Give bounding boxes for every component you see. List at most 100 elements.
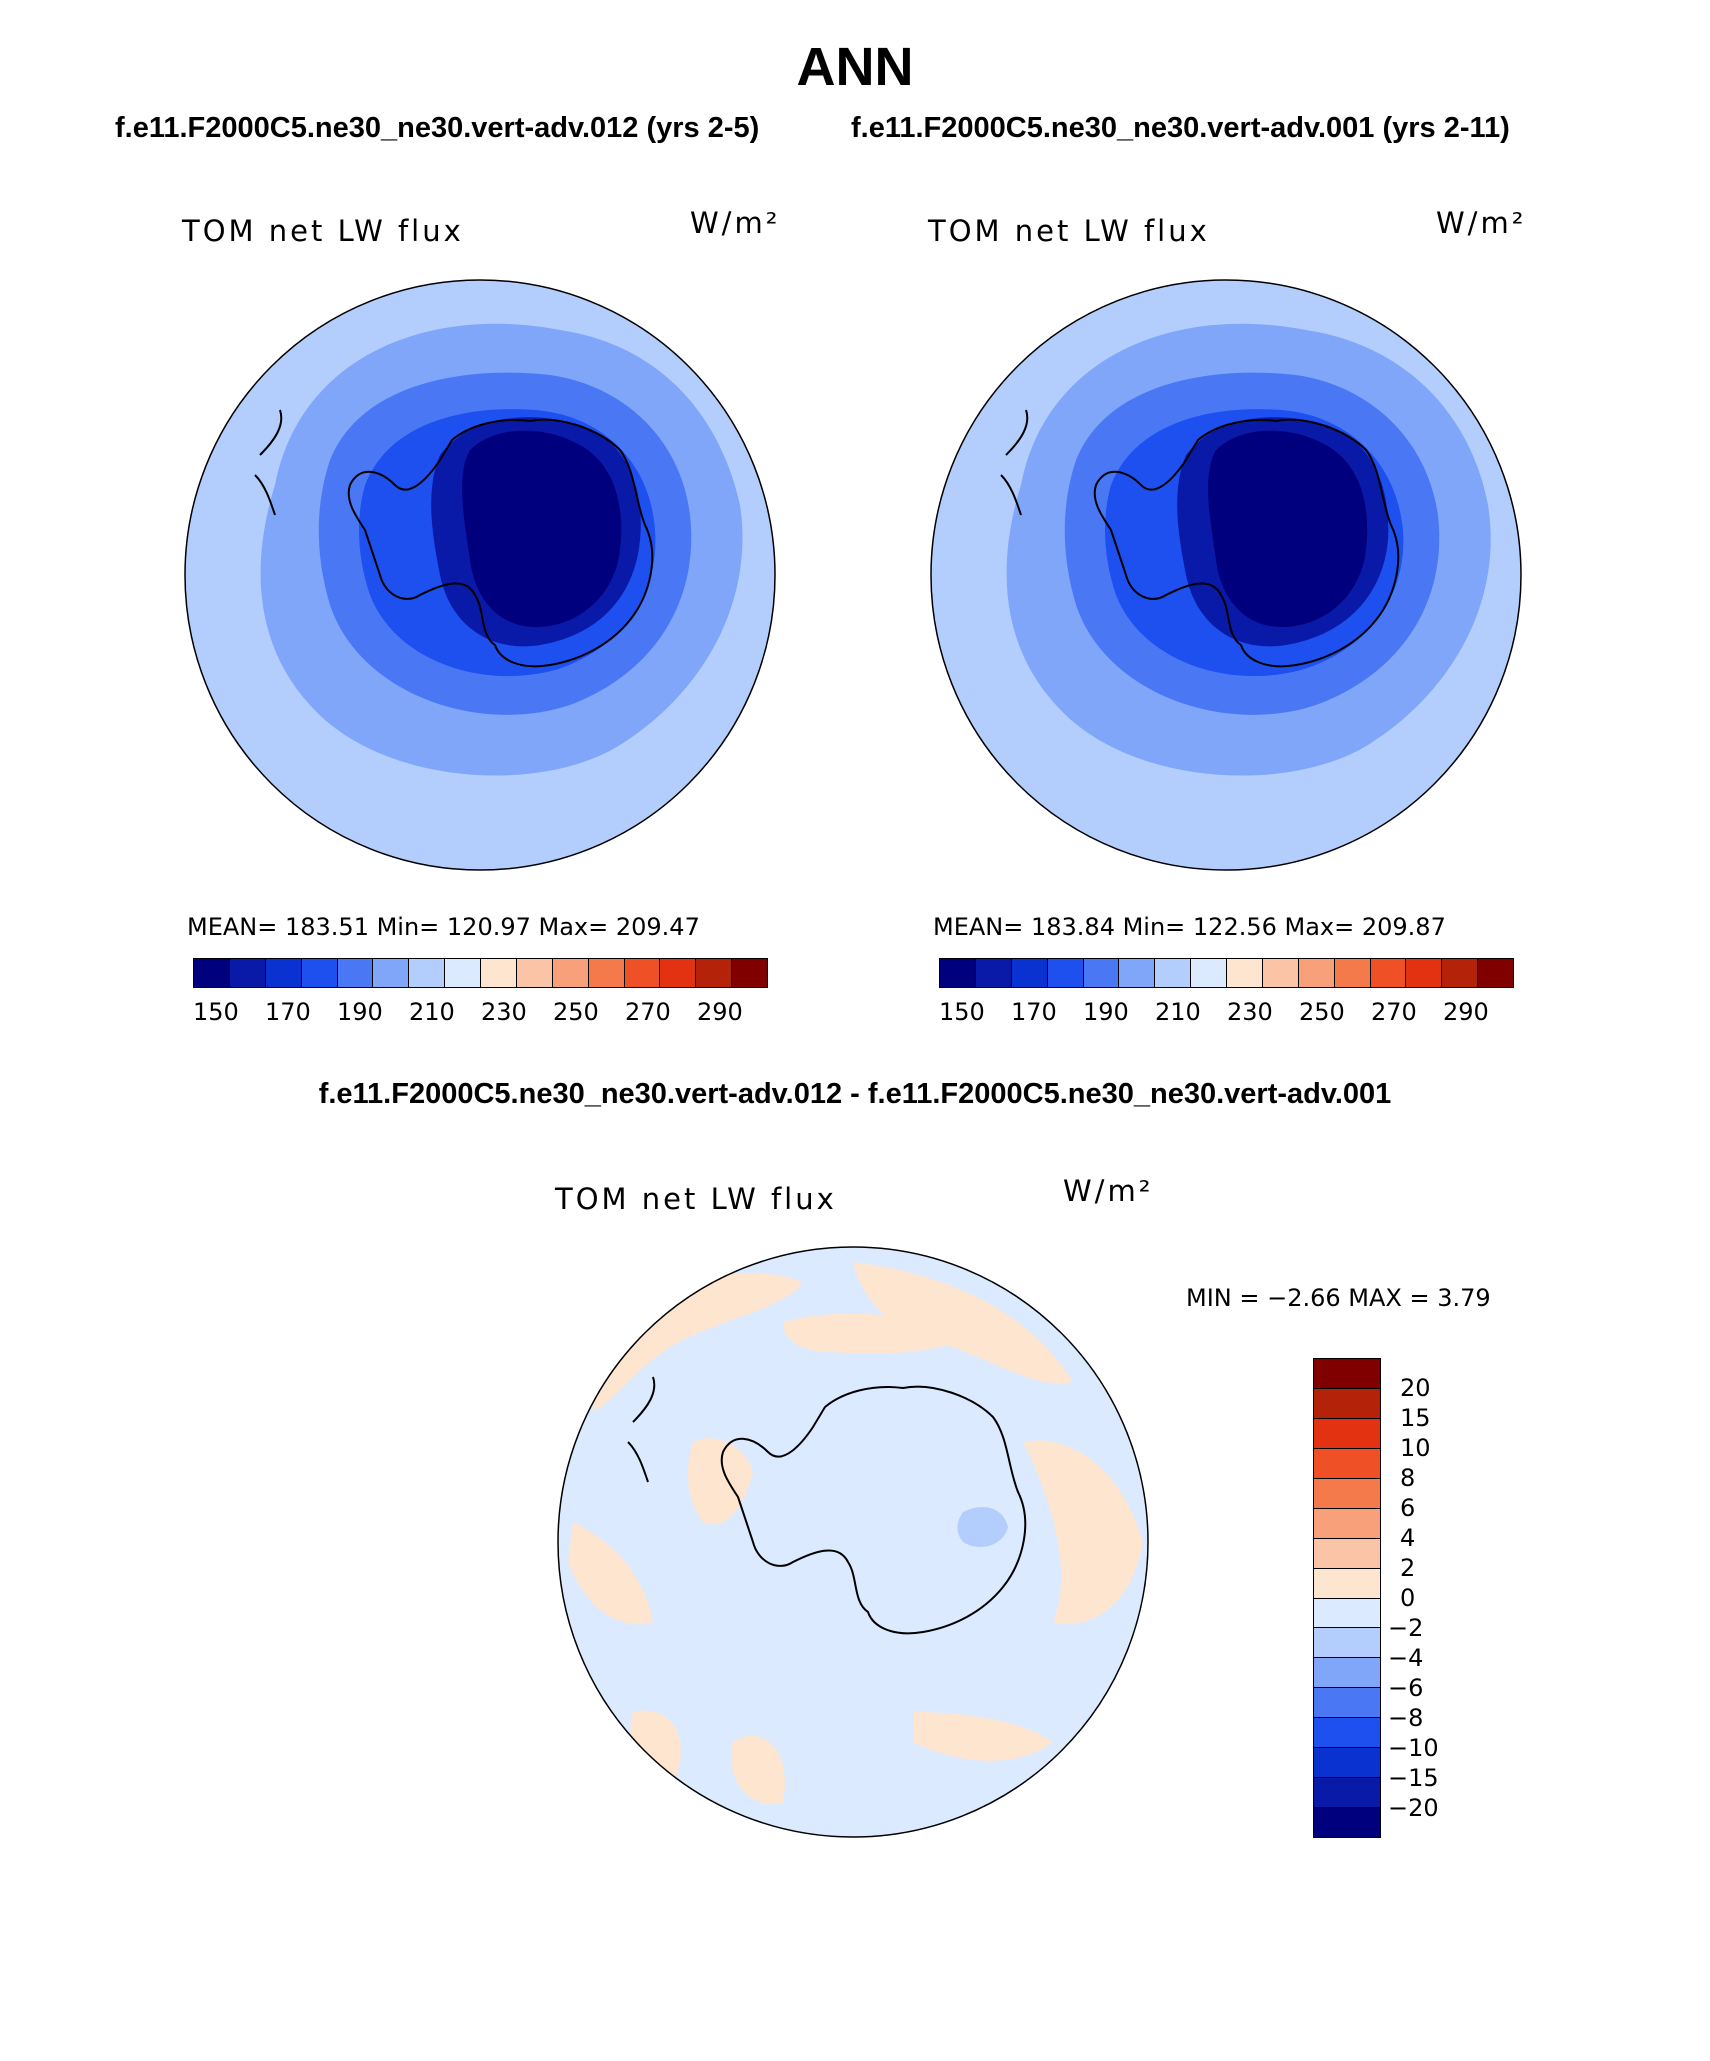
colorbar-cell [1314,1658,1380,1689]
colorbar-cell [337,959,374,987]
colorbar-cell [588,959,625,987]
panel2-stats: MEAN= 183.84 Min= 122.56 Max= 209.87 [933,913,1446,941]
panel2-tick: 190 [1083,998,1129,1026]
colorbar-cell [1314,1568,1380,1599]
panel1-units-label: W/m² [690,206,781,240]
colorbar-cell [1314,1748,1380,1779]
colorbar-cell [481,959,517,987]
diff-stats: MIN = −2.66 MAX = 3.79 [1186,1284,1491,1312]
case2-subtitle: f.e11.F2000C5.ne30_ne30.vert-adv.001 (yr… [851,112,1510,144]
colorbar-cell [696,959,733,987]
panel1-tick: 250 [553,998,599,1026]
colorbar-cell [1314,1718,1380,1749]
panel1-polar-map [184,279,776,871]
diff-polar-map [557,1246,1149,1838]
diff-subtitle: f.e11.F2000C5.ne30_ne30.vert-adv.012 - f… [318,1078,1392,1110]
colorbar-cell [1314,1778,1380,1809]
colorbar-cell [1314,1808,1380,1837]
diff-tick: 20 [1400,1374,1431,1402]
panel2-tick: 290 [1443,998,1489,1026]
colorbar-cell [940,959,976,987]
colorbar-cell [1262,959,1299,987]
colorbar-cell [445,959,481,987]
panel2-tick: 170 [1011,998,1057,1026]
diff-tick: 15 [1400,1404,1431,1432]
colorbar-cell [516,959,553,987]
diff-colorbar-ticks: 20 15 10 8 6 4 2 0 −2 −4 −6 −8 −10 −15 −… [1388,1358,1488,1838]
figure-title: ANN [796,37,914,97]
colorbar-cell [1314,1508,1380,1539]
diff-tick: −4 [1388,1644,1424,1672]
diff-tick: −6 [1388,1674,1424,1702]
diff-tick: 6 [1400,1494,1416,1522]
panel1-tick: 290 [697,998,743,1026]
panel2-polar-map [930,279,1522,871]
panel2-units-label: W/m² [1436,206,1527,240]
diff-tick: −8 [1388,1704,1424,1732]
diff-tick: 0 [1400,1584,1416,1612]
colorbar-cell [1314,1388,1380,1419]
panel1-variable-label: TOM net LW flux [182,214,464,248]
colorbar-cell [1314,1418,1380,1449]
panel1-tick: 150 [193,998,239,1026]
colorbar-cell [1334,959,1371,987]
colorbar-cell [1406,959,1443,987]
colorbar-cell [1314,1448,1380,1479]
colorbar-cell [1083,959,1120,987]
panel1-tick: 210 [409,998,455,1026]
panel2-colorbar [939,958,1514,988]
colorbar-cell [1155,959,1192,987]
colorbar-cell [1119,959,1156,987]
panel1-tick: 270 [625,998,671,1026]
colorbar-cell [1314,1688,1380,1719]
diff-tick: −15 [1388,1764,1439,1792]
colorbar-cell [265,959,302,987]
panel1-tick: 170 [265,998,311,1026]
diff-tick: −10 [1388,1734,1439,1762]
colorbar-cell [373,959,410,987]
colorbar-cell [1314,1598,1380,1629]
panel2-tick: 230 [1227,998,1273,1026]
colorbar-cell [1298,959,1335,987]
panel2-variable-label: TOM net LW flux [928,214,1210,248]
diff-variable-label: TOM net LW flux [555,1182,837,1216]
colorbar-cell [301,959,338,987]
colorbar-cell [1227,959,1263,987]
colorbar-cell [975,959,1012,987]
colorbar-cell [552,959,589,987]
panel1-colorbar-ticks: 150 170 190 210 230 250 270 290 [193,998,768,1028]
colorbar-cell [229,959,266,987]
colorbar-cell [732,959,767,987]
colorbar-cell [1478,959,1513,987]
diff-units-label: W/m² [1063,1174,1154,1208]
diff-tick: −2 [1388,1614,1424,1642]
diff-tick: 4 [1400,1524,1416,1552]
colorbar-cell [624,959,661,987]
colorbar-cell [409,959,446,987]
colorbar-cell [194,959,230,987]
diff-tick: 2 [1400,1554,1416,1582]
panel1-stats: MEAN= 183.51 Min= 120.97 Max= 209.47 [187,913,700,941]
colorbar-cell [1442,959,1479,987]
colorbar-cell [660,959,697,987]
colorbar-cell [1314,1538,1380,1569]
colorbar-cell [1011,959,1048,987]
panel2-tick: 250 [1299,998,1345,1026]
panel1-tick: 230 [481,998,527,1026]
colorbar-cell [1047,959,1084,987]
colorbar-cell [1314,1628,1380,1659]
panel2-colorbar-ticks: 150 170 190 210 230 250 270 290 [939,998,1514,1028]
panel2-tick: 210 [1155,998,1201,1026]
diff-tick: 8 [1400,1464,1416,1492]
panel1-colorbar [193,958,768,988]
case1-subtitle: f.e11.F2000C5.ne30_ne30.vert-adv.012 (yr… [115,112,760,144]
diff-colorbar [1313,1358,1381,1838]
panel2-tick: 150 [939,998,985,1026]
panel2-tick: 270 [1371,998,1417,1026]
colorbar-cell [1314,1359,1380,1389]
colorbar-cell [1370,959,1407,987]
panel1-tick: 190 [337,998,383,1026]
diff-tick: 10 [1400,1434,1431,1462]
diff-tick: −20 [1388,1794,1439,1822]
colorbar-cell [1191,959,1227,987]
